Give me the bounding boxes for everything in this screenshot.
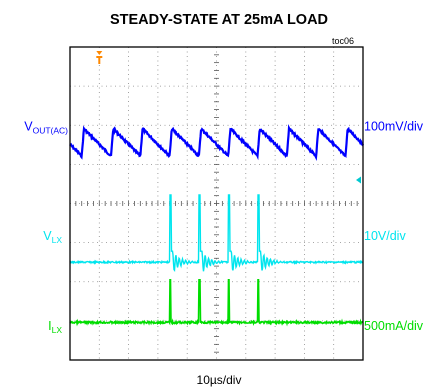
channel-name-main: V [43, 229, 52, 243]
channel-scale-2: 500mA/div [364, 319, 424, 333]
channel-name-main: V [24, 119, 33, 133]
trigger-marker-stem [98, 58, 101, 64]
chart-title: STEADY-STATE AT 25mA LOAD [110, 12, 328, 28]
scope-markers [96, 51, 361, 184]
channel-name-sub: LX [52, 235, 63, 245]
channel-name-0: VOUT(AC) [24, 119, 68, 135]
figure-tag: toc06 [332, 36, 354, 46]
channel-name-2: ILX [48, 319, 62, 335]
vlx-trace [69, 194, 364, 272]
scope-frame [69, 46, 364, 361]
scope-traces [69, 123, 365, 327]
channel-name-sub: OUT(AC) [33, 125, 69, 135]
channel-scale-0: 100mV/div [364, 119, 424, 133]
channel-name-1: VLX [43, 229, 62, 245]
scope-grid [70, 47, 363, 360]
ground-reference-icon [356, 176, 361, 184]
x-axis-label: 10µs/div [197, 373, 242, 387]
ilx-trace [69, 278, 364, 327]
channel-name-sub: LX [52, 325, 63, 335]
vout-trace [69, 123, 365, 161]
channel-name-main: I [48, 319, 51, 333]
trigger-marker-bar [96, 56, 103, 58]
channel-scale-1: 10V/div [364, 229, 406, 243]
trigger-marker-icon [96, 51, 103, 55]
